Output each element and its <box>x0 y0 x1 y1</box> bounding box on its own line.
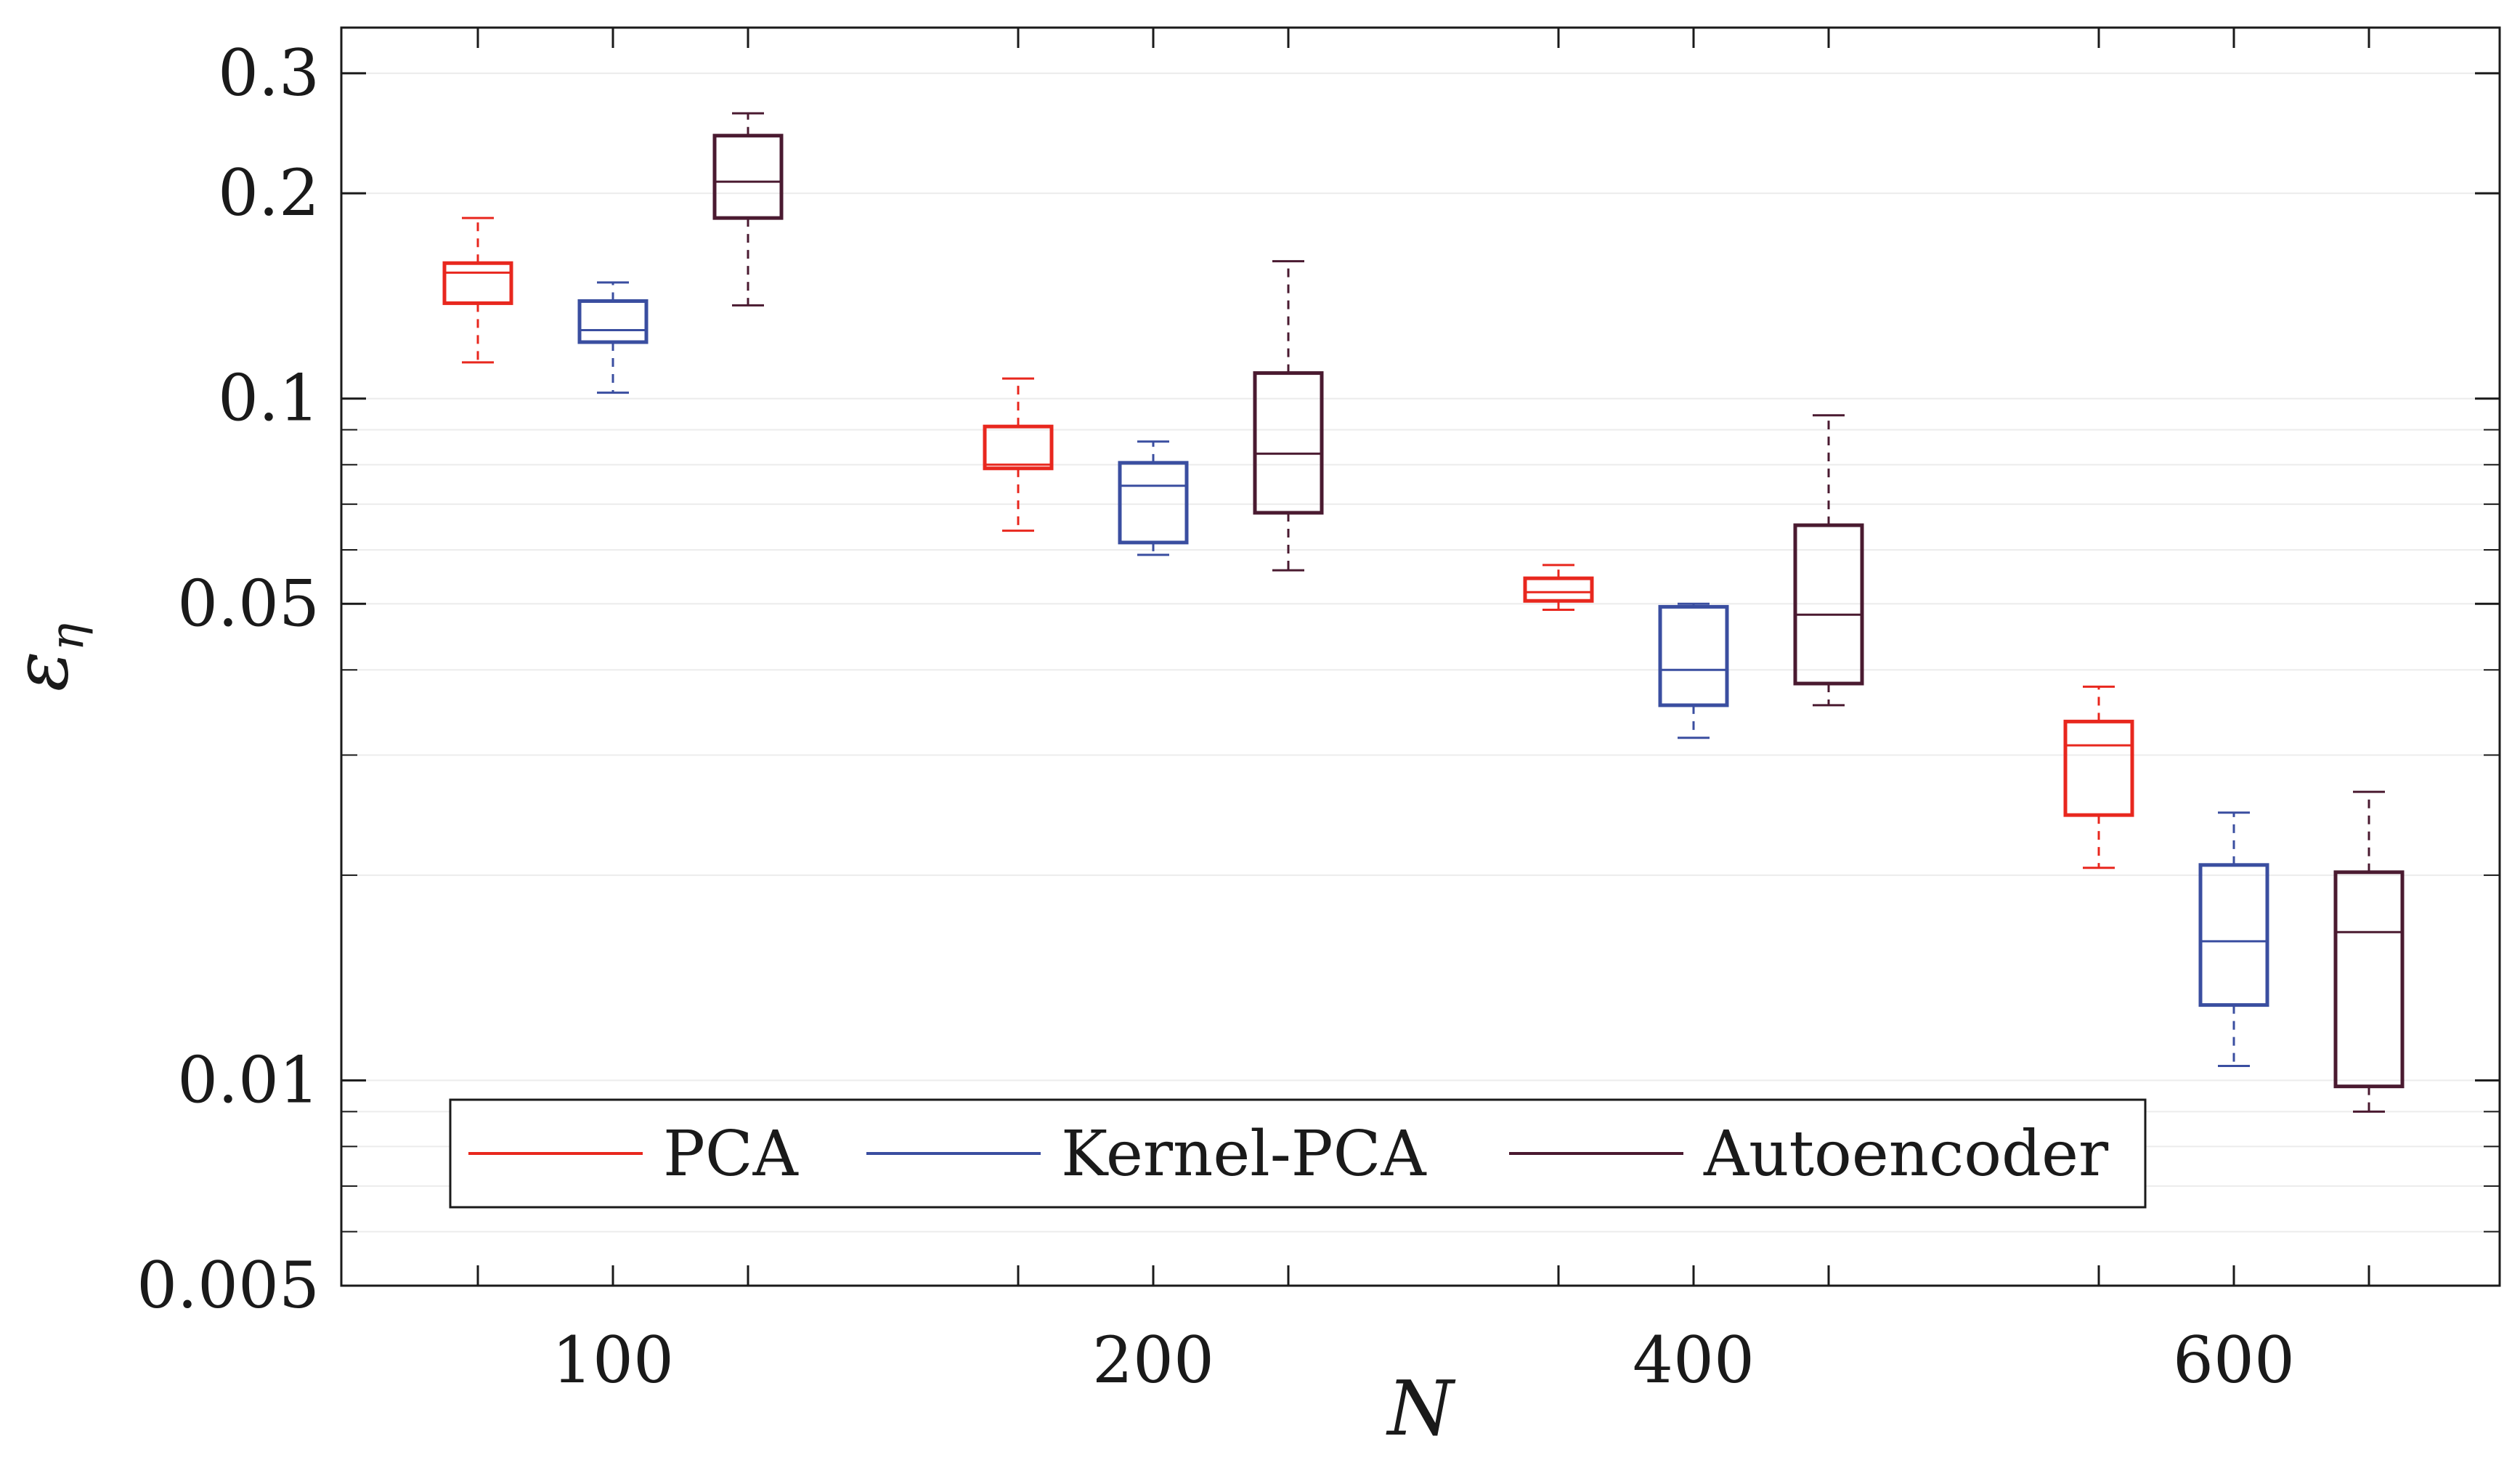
y-tick-label: 0.01 <box>177 1042 320 1117</box>
box-iqr <box>1253 371 1324 515</box>
box-iqr <box>2198 863 2269 1007</box>
box-iqr <box>442 261 513 305</box>
y-tick-label: 0.1 <box>218 361 320 436</box>
x-tick-label: 400 <box>1633 1323 1755 1398</box>
box-iqr <box>1658 604 1729 707</box>
box-iqr <box>2063 719 2134 817</box>
y-axis-label: εη <box>0 623 94 692</box>
legend-frame <box>449 1098 2147 1209</box>
box-iqr <box>712 134 784 220</box>
box-plots <box>442 112 2405 1113</box>
box-iqr <box>1523 576 1594 603</box>
y-tick-label: 0.2 <box>218 155 320 230</box>
tick-labels: 0.005 0.01 0.05 0.1 0.2 0.3 100 200 400 600 <box>137 36 2295 1398</box>
box-pca-100 <box>442 216 513 364</box>
box-autoencoder-600 <box>2333 790 2405 1113</box>
legend-item-autoencoder: Autoencoder <box>1509 1118 2109 1191</box>
y-tick-label: 0.005 <box>137 1248 320 1323</box>
box-kernel-pca-200 <box>1118 440 1189 556</box>
box-kernel-pca-400 <box>1658 602 1729 739</box>
box-pca-400 <box>1523 564 1594 612</box>
box-autoencoder-400 <box>1793 414 1864 707</box>
x-tick-label: 200 <box>1092 1323 1214 1398</box>
box-autoencoder-100 <box>712 112 784 307</box>
grid-lines <box>341 72 2500 1286</box>
box-iqr <box>2333 870 2405 1089</box>
box-pca-200 <box>983 377 1054 532</box>
box-kernel-pca-600 <box>2198 811 2269 1068</box>
legend-item-pca: PCA <box>468 1118 799 1191</box>
plot-frame <box>340 26 2501 1287</box>
y-tick-label: 0.05 <box>177 566 320 641</box>
x-axis-label: N <box>1386 1364 1456 1453</box>
legend: PCA Kernel-PCA Autoencoder <box>449 1098 2147 1209</box>
legend-label: Kernel-PCA <box>1061 1118 1426 1191</box>
legend-label: Autoencoder <box>1703 1118 2109 1191</box>
box-iqr <box>1118 461 1189 545</box>
y-axis-label-sub: η <box>41 623 94 651</box>
box-pca-600 <box>2063 685 2134 869</box>
box-iqr <box>577 299 649 344</box>
legend-item-kernel-pca: Kernel-PCA <box>866 1118 1426 1191</box>
legend-items: PCA Kernel-PCA Autoencoder <box>468 1118 2109 1191</box>
x-tick-label: 100 <box>552 1323 674 1398</box>
x-tick-label: 600 <box>2173 1323 2295 1398</box>
y-axis-label-main: ε <box>0 651 85 692</box>
axis-ticks <box>341 28 2500 1287</box>
y-tick-label: 0.3 <box>218 36 320 110</box>
box-autoencoder-200 <box>1253 260 1324 572</box>
legend-label: PCA <box>663 1118 799 1191</box>
box-kernel-pca-100 <box>577 281 649 394</box>
box-iqr <box>983 424 1054 471</box>
box-iqr <box>1793 523 1864 686</box>
